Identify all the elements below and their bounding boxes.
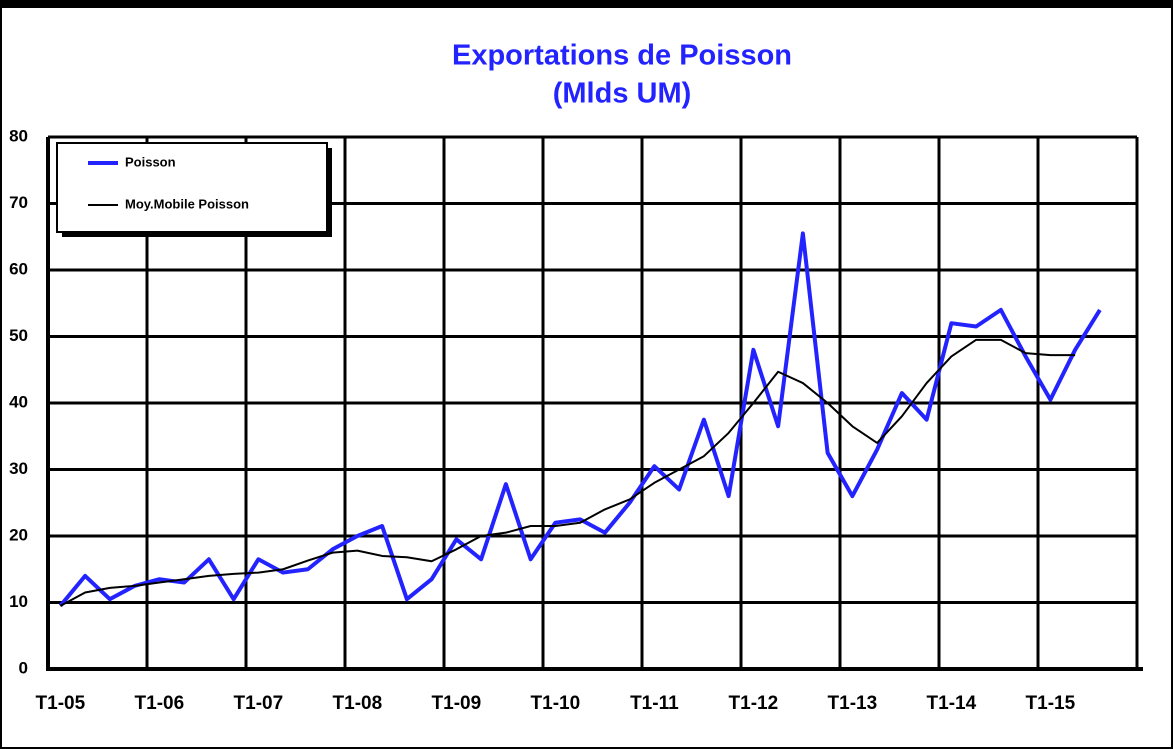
lines xyxy=(58,231,1102,608)
x-tick-label: T1-14 xyxy=(927,693,977,714)
chart-subtitle: (Mlds UM) xyxy=(553,78,692,110)
frame xyxy=(0,3,1173,749)
x-tick-label: T1-13 xyxy=(828,693,878,714)
x-tick-label: T1-08 xyxy=(333,693,383,714)
y-tick-label: 30 xyxy=(9,459,28,478)
series-line xyxy=(59,338,1076,607)
chart-title: Exportations de Poisson xyxy=(452,40,792,72)
x-tick-label: T1-15 xyxy=(1026,693,1076,714)
x-tick-label: T1-10 xyxy=(531,693,581,714)
y-tick-label: 20 xyxy=(9,525,28,544)
y-tick-label: 50 xyxy=(9,326,28,345)
x-tick-label: T1-09 xyxy=(432,693,482,714)
x-tick-label: T1-06 xyxy=(135,693,185,714)
y-tick-label: 70 xyxy=(9,193,28,212)
y-tick-label: 60 xyxy=(9,259,28,278)
series-line xyxy=(58,231,1102,608)
legend: Poisson Moy.Mobile Poisson xyxy=(56,142,332,237)
y-tick-label: 40 xyxy=(9,392,28,411)
legend-label: Poisson xyxy=(125,154,176,169)
x-tick-label: T1-12 xyxy=(729,693,779,714)
y-tick-label: 0 xyxy=(19,658,28,677)
x-tick-label: T1-05 xyxy=(36,693,86,714)
legend-box xyxy=(56,142,328,233)
x-tick-label: T1-11 xyxy=(630,693,679,714)
y-tick-label: 10 xyxy=(9,592,28,611)
x-tick-label: T1-07 xyxy=(234,693,284,714)
legend-label: Moy.Mobile Poisson xyxy=(125,196,249,211)
frame-top xyxy=(0,0,1173,8)
y-tick-label: 80 xyxy=(9,126,28,145)
